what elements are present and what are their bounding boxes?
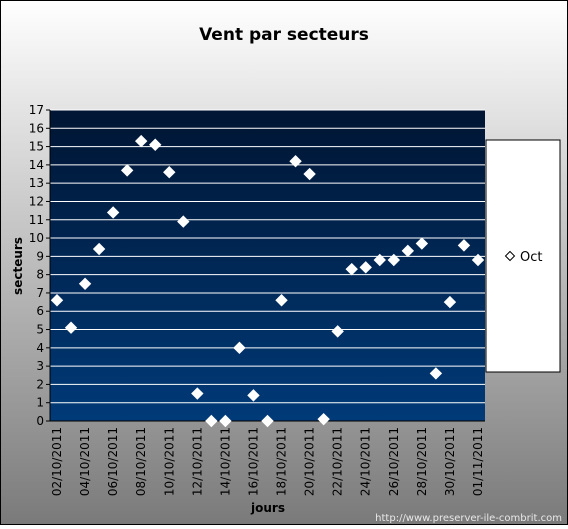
x-tick-label: 12/10/2011 xyxy=(190,427,204,496)
point xyxy=(191,387,204,400)
y-axis-label: secteurs xyxy=(11,237,25,295)
point xyxy=(50,294,64,307)
x-tick-label: 14/10/2011 xyxy=(218,427,232,496)
point xyxy=(373,253,386,267)
point xyxy=(247,389,260,402)
point xyxy=(359,261,372,274)
legend xyxy=(485,139,561,373)
y-tick-label: 11 xyxy=(29,213,44,227)
y-tick-label: 12 xyxy=(29,194,44,208)
x-tick-label: 10/10/2011 xyxy=(162,427,176,496)
point xyxy=(401,244,415,258)
x-tick-label: 18/10/2011 xyxy=(275,427,289,496)
y-tick-label: 9 xyxy=(36,249,44,263)
y-tick-label: 14 xyxy=(29,158,44,172)
point xyxy=(345,262,358,276)
point xyxy=(134,134,148,148)
point xyxy=(331,325,344,338)
y-tick-label: 4 xyxy=(36,341,44,355)
y-tick-label: 8 xyxy=(36,268,44,282)
x-tick-label: 26/10/2011 xyxy=(387,427,401,496)
y-tick-label: 1 xyxy=(36,396,44,410)
point xyxy=(149,138,162,151)
x-tick-label: 02/10/2011 xyxy=(50,427,64,496)
point xyxy=(303,167,316,181)
point xyxy=(387,253,401,267)
point xyxy=(106,206,120,219)
x-tick-label: 24/10/2011 xyxy=(359,427,373,496)
x-tick-label: 01/11/2011 xyxy=(471,427,485,496)
y-tick-label: 0 xyxy=(36,414,44,428)
legend-marker xyxy=(504,250,516,262)
point xyxy=(233,341,246,355)
y-tick-label: 2 xyxy=(36,377,44,391)
point xyxy=(120,164,134,177)
point xyxy=(443,295,457,309)
y-tick-label: 17 xyxy=(29,103,44,117)
y-tick-label: 3 xyxy=(36,359,44,373)
x-tick-label: 16/10/2011 xyxy=(246,427,260,496)
x-tick-label: 28/10/2011 xyxy=(415,427,429,496)
point xyxy=(317,412,330,426)
y-tick-label: 5 xyxy=(36,323,44,337)
point xyxy=(92,242,106,256)
point xyxy=(429,367,443,380)
y-tick-label: 16 xyxy=(29,121,44,135)
point xyxy=(289,155,302,168)
point xyxy=(471,253,485,267)
point xyxy=(177,215,190,228)
point xyxy=(163,165,176,179)
y-tick-label: 6 xyxy=(36,304,44,318)
x-tick-label: 20/10/2011 xyxy=(303,427,317,496)
footer: http://www.preserver-ile-combrit.com xyxy=(375,513,562,524)
point xyxy=(64,321,78,334)
point xyxy=(457,239,471,252)
x-axis-label: jours xyxy=(250,501,285,515)
point xyxy=(205,414,218,428)
point xyxy=(219,414,232,428)
x-tick-label: 06/10/2011 xyxy=(106,427,120,496)
plot-area xyxy=(50,110,485,421)
chart-title: Vent par secteurs xyxy=(199,25,369,45)
x-tick-label: 04/10/2011 xyxy=(78,427,92,496)
y-tick-label: 7 xyxy=(36,286,44,300)
point xyxy=(261,414,274,428)
point xyxy=(78,277,92,291)
y-tick-label: 15 xyxy=(29,140,44,154)
y-tick-label: 10 xyxy=(29,231,44,245)
x-tick-label: 08/10/2011 xyxy=(134,427,148,496)
point xyxy=(275,294,288,307)
x-tick-label: 22/10/2011 xyxy=(331,427,345,496)
y-tick-label: 13 xyxy=(29,176,44,190)
legend-label: Oct xyxy=(520,250,542,265)
point xyxy=(415,237,429,250)
x-tick-label: 30/10/2011 xyxy=(443,427,457,496)
